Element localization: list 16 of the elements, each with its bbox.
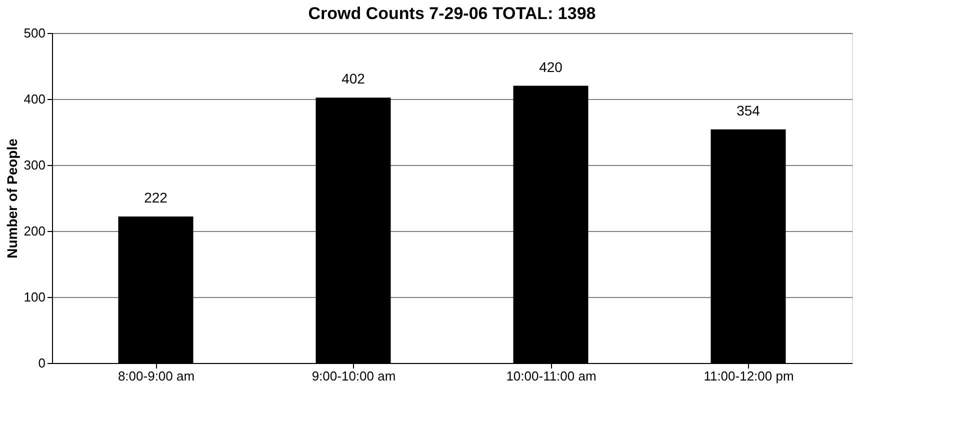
y-tick-label: 100	[24, 290, 46, 304]
data-label: 354	[736, 102, 760, 118]
y-tick-label: 300	[24, 158, 46, 172]
y-tick-label: 400	[24, 92, 46, 106]
data-label: 222	[144, 189, 168, 206]
chart-title: Crowd Counts 7-29-06 TOTAL: 1398	[308, 4, 596, 23]
y-tick-label: 200	[24, 224, 46, 238]
x-tick-label: 11:00-12:00 pm	[704, 368, 794, 384]
x-tick-label: 9:00-10:00 am	[312, 368, 396, 384]
y-axis-title: Number of People	[4, 138, 20, 258]
x-tick-label: 10:00-11:00 am	[506, 368, 596, 384]
x-tick-label: 8:00-9:00 am	[118, 368, 195, 384]
data-label: 402	[342, 70, 366, 87]
data-label: 420	[539, 58, 563, 75]
y-tick-label: 500	[24, 26, 46, 40]
y-tick-label: 0	[38, 356, 46, 370]
